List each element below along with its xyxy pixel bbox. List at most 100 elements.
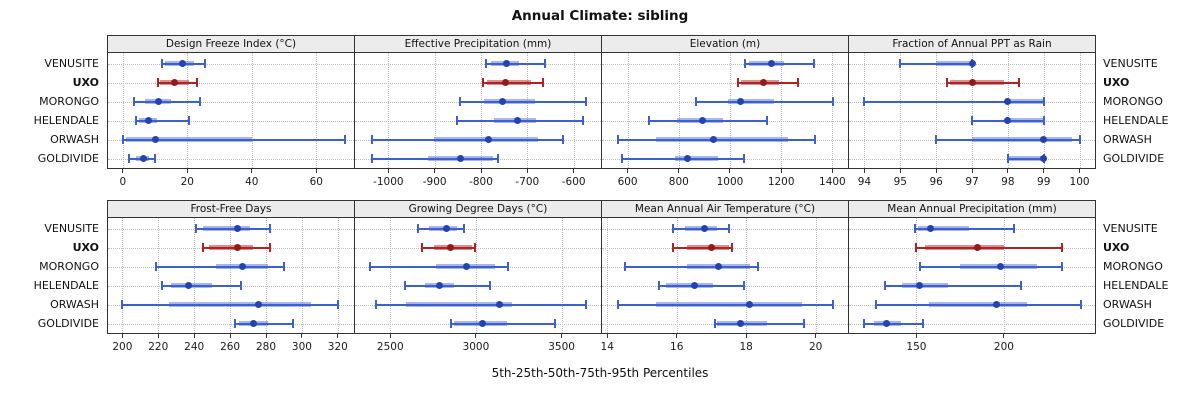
cap-5th [658, 281, 661, 290]
gridline-vertical [388, 53, 390, 168]
cap-95th [268, 243, 271, 252]
median-dot [737, 98, 745, 105]
median-dot [514, 117, 522, 124]
axis-tick-label: 150 [906, 341, 927, 353]
cap-95th [544, 59, 547, 68]
cap-5th [672, 224, 675, 233]
median-dot [145, 117, 153, 124]
gridline-horizontal [602, 63, 848, 65]
median-dot [456, 155, 464, 162]
site-label-orwash: ORWASH [50, 297, 99, 311]
axis-tick-mark [186, 169, 188, 173]
panel-x-axis: 150 200 [849, 334, 1095, 358]
median-dot [140, 155, 148, 162]
axis-tick-mark [815, 334, 817, 338]
axis-tick-mark [971, 169, 973, 173]
site-labels-right: VENUSITE UXO MORONGO HELENDALE ORWASH GOLDIVI… [1103, 53, 1200, 169]
cap-95th [832, 97, 835, 106]
whisker-5-95 [122, 138, 346, 141]
site-label-morongo: MORONGO [39, 259, 99, 273]
cap-5th [160, 281, 163, 290]
cap-5th [695, 97, 698, 106]
cap-95th [582, 116, 585, 125]
gridline-vertical [864, 53, 866, 168]
panel-x-axis: -1000 -900 -800 -700 -600 [355, 169, 601, 193]
site-label-orwash: ORWASH [50, 132, 99, 146]
panel-strip-title: Elevation (m) [601, 35, 849, 53]
median-dot [690, 282, 698, 289]
gridline-vertical [316, 53, 318, 168]
axis-tick-label: 20 [180, 176, 194, 188]
axis-tick-mark [229, 334, 231, 338]
median-dot [233, 225, 241, 232]
site-label-morongo: MORONGO [1103, 94, 1163, 108]
cap-95th [1042, 116, 1045, 125]
whisker-5-95 [371, 138, 563, 141]
band-25-75 [487, 80, 531, 85]
whisker-5-95 [649, 119, 767, 122]
panel-plot-area [601, 218, 849, 334]
median-dot [701, 225, 708, 232]
cap-5th [368, 262, 371, 271]
axis-tick-label: 94 [857, 176, 872, 188]
median-dot [436, 282, 444, 289]
gridline-vertical [230, 218, 232, 333]
axis-tick-mark [121, 334, 123, 338]
axis-tick-label: 98 [1001, 176, 1015, 188]
gridline-horizontal [108, 323, 354, 325]
median-dot [767, 60, 775, 67]
band-25-75 [902, 283, 948, 288]
median-dot [883, 320, 891, 327]
cap-95th [488, 281, 491, 290]
median-dot [746, 301, 754, 308]
cap-5th [449, 319, 452, 328]
cap-95th [1020, 281, 1023, 290]
gridline-vertical [815, 218, 817, 333]
cap-95th [474, 243, 477, 252]
whisker-5-95 [919, 265, 1062, 268]
site-label-venusite: VENUSITE [1103, 56, 1158, 70]
gridline-vertical [194, 218, 196, 333]
cap-95th [731, 243, 734, 252]
cap-5th [133, 97, 136, 106]
median-dot [714, 263, 722, 270]
band-25-75 [972, 137, 1073, 142]
panel-x-axis: 14 16 18 20 [601, 334, 848, 358]
median-dot [1040, 155, 1048, 162]
median-dot [737, 320, 745, 327]
median-dot [463, 263, 471, 270]
panel-effective-precipitation-mm: Effective Precipitation (mm) -1000 -900 -80… [354, 35, 602, 188]
gridline-vertical [832, 53, 834, 168]
band-25-75 [675, 156, 719, 161]
median-dot [968, 60, 976, 67]
whisker-5-95 [914, 227, 1015, 230]
axis-tick-label: 60 [309, 176, 323, 188]
median-dot [1004, 98, 1012, 105]
panel-x-axis: 2500 3000 3500 [355, 334, 601, 358]
axis-tick-mark [1043, 169, 1045, 173]
axis-tick-label: 1200 [767, 176, 795, 188]
whisker-5-95 [134, 100, 201, 103]
gridline-vertical [936, 53, 938, 168]
cap-95th [497, 154, 500, 163]
panel-x-axis: 0 20 40 60 [108, 169, 354, 193]
median-dot [974, 244, 982, 251]
cap-5th [862, 319, 865, 328]
axis-tick-mark [627, 169, 629, 173]
axis-tick-label: 3500 [548, 341, 575, 353]
axis-tick-label: 20 [808, 341, 823, 353]
median-dot [968, 79, 976, 86]
axis-tick-mark [475, 334, 477, 338]
panel-mean-annual-precipitation-mm: Mean Annual Precipitation (mm) 150 200 [848, 200, 1096, 353]
panel-strip-title: Frost-Free Days [107, 200, 355, 218]
axis-tick-label: -800 [469, 176, 493, 188]
axis-tick-label: 260 [220, 341, 241, 353]
cap-5th [913, 224, 916, 233]
gridline-vertical [187, 53, 189, 168]
whisker-5-95 [156, 265, 284, 268]
whisker-5-95 [135, 119, 189, 122]
panel-plot-area [107, 218, 355, 334]
gridline-horizontal [108, 120, 354, 122]
cap-5th [160, 59, 163, 68]
